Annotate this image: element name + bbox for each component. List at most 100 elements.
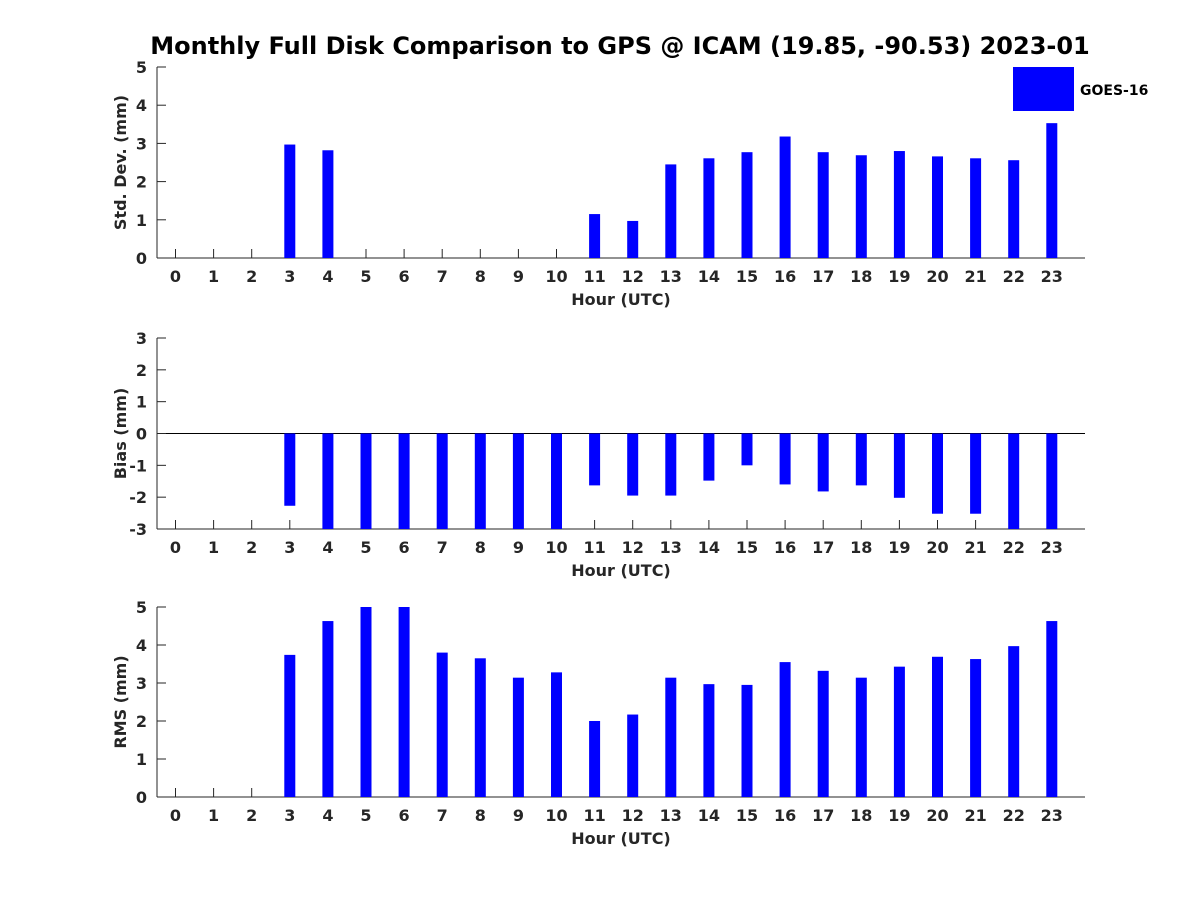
std-dev-bar [970,158,982,258]
std-dev-x-tick-label: 17 [812,267,834,286]
rms-x-tick-label: 2 [246,806,257,825]
std-dev-x-tick-label: 6 [399,267,410,286]
std-dev-bar [855,155,867,258]
rms-x-tick-label: 3 [284,806,295,825]
bias-x-tick-label: 6 [399,538,410,557]
rms-x-tick-label: 19 [888,806,910,825]
rms-x-tick-label: 20 [926,806,948,825]
bias-bar [1046,433,1058,529]
bias-x-tick-label: 9 [513,538,524,557]
chart-title: Monthly Full Disk Comparison to GPS @ IC… [150,32,1090,60]
rms-x-tick-label: 18 [850,806,872,825]
bias-bar [970,433,982,514]
rms-bar [474,658,486,797]
std-dev-x-tick-label: 11 [583,267,605,286]
rms-x-tick-label: 9 [513,806,524,825]
rms-x-axis-label: Hour (UTC) [571,829,671,848]
bias-x-axis-label: Hour (UTC) [571,561,671,580]
std-dev-y-tick-label: 2 [136,173,147,192]
rms-bar [932,656,943,797]
rms-x-tick-label: 17 [812,806,834,825]
bias-y-tick-label: -3 [129,520,147,539]
std-dev-y-tick-label: 5 [136,58,147,77]
rms-bar [817,670,829,797]
std-dev-bar [1046,123,1058,259]
rms-y-tick-label: 5 [136,598,147,617]
std-dev-bar [817,152,829,258]
bias-x-tick-label: 11 [583,538,605,557]
rms-bar [970,659,982,797]
rms-bar [627,714,639,797]
bias-y-tick-label: -2 [129,488,147,507]
rms-bar [589,721,601,797]
rms-x-tick-label: 10 [545,806,567,825]
rms-x-tick-label: 14 [698,806,720,825]
std-dev-x-axis-label: Hour (UTC) [571,290,671,309]
bias-bar [1008,433,1020,529]
bias-bar [398,433,410,529]
rms-y-tick-label: 1 [136,750,147,769]
rms-bar [893,666,905,797]
bias-x-tick-label: 1 [208,538,219,557]
rms-x-tick-label: 4 [322,806,333,825]
bias-bar [284,433,296,506]
bias-bar [855,433,867,486]
rms-x-tick-label: 8 [475,806,486,825]
bias-bar [817,433,829,492]
rms-bar [322,621,334,797]
rms-x-tick-label: 15 [736,806,758,825]
std-dev-x-tick-label: 18 [850,267,872,286]
bias-x-tick-label: 10 [545,538,567,557]
std-dev-x-tick-label: 2 [246,267,257,286]
std-dev-x-tick-label: 22 [1003,267,1025,286]
std-dev-x-tick-label: 0 [170,267,181,286]
bias-x-tick-label: 2 [246,538,257,557]
rms-x-tick-label: 5 [360,806,371,825]
bias-bar [474,433,486,529]
std-dev-x-tick-label: 1 [208,267,219,286]
rms-x-tick-label: 16 [774,806,796,825]
std-dev-x-tick-label: 5 [360,267,371,286]
std-dev-y-tick-label: 1 [136,211,147,230]
bias-x-tick-label: 18 [850,538,872,557]
std-dev-y-axis-label: Std. Dev. (mm) [111,95,130,230]
bias-x-tick-label: 12 [622,538,644,557]
bias-bar [551,433,562,529]
bias-bar [741,433,753,466]
rms-x-tick-label: 11 [583,806,605,825]
std-dev-x-tick-label: 8 [475,267,486,286]
bias-bar [512,433,524,529]
bias-y-tick-label: 1 [136,393,147,412]
bias-y-axis-label: Bias (mm) [111,388,130,480]
bias-x-tick-label: 15 [736,538,758,557]
std-dev-x-tick-label: 14 [698,267,720,286]
std-dev-x-tick-label: 10 [545,267,567,286]
bias-x-tick-label: 20 [926,538,948,557]
std-dev-x-tick-label: 4 [322,267,333,286]
rms-x-tick-label: 7 [437,806,448,825]
rms-bar [436,652,448,797]
legend: GOES-16 [1013,67,1148,111]
bias-bar [779,433,791,485]
std-dev-x-tick-label: 15 [736,267,758,286]
rms-y-tick-label: 0 [136,788,147,807]
bias-x-tick-label: 21 [964,538,986,557]
std-dev-bar [665,164,677,258]
bias-x-tick-label: 3 [284,538,295,557]
legend-label: GOES-16 [1080,83,1148,99]
std-dev-x-tick-label: 20 [926,267,948,286]
rms-bar [512,677,524,797]
rms-x-tick-label: 6 [399,806,410,825]
rms-x-tick-label: 21 [964,806,986,825]
std-dev-bar [893,151,905,258]
std-dev-bar [284,144,296,258]
bias-y-tick-label: 0 [136,425,147,444]
bias-x-tick-label: 22 [1003,538,1025,557]
rms-bar [779,662,791,797]
bias-bar [665,433,677,496]
std-dev-bar [627,220,639,258]
rms-bar [741,684,753,797]
std-dev-x-tick-label: 19 [888,267,910,286]
rms-y-tick-label: 4 [136,636,147,655]
